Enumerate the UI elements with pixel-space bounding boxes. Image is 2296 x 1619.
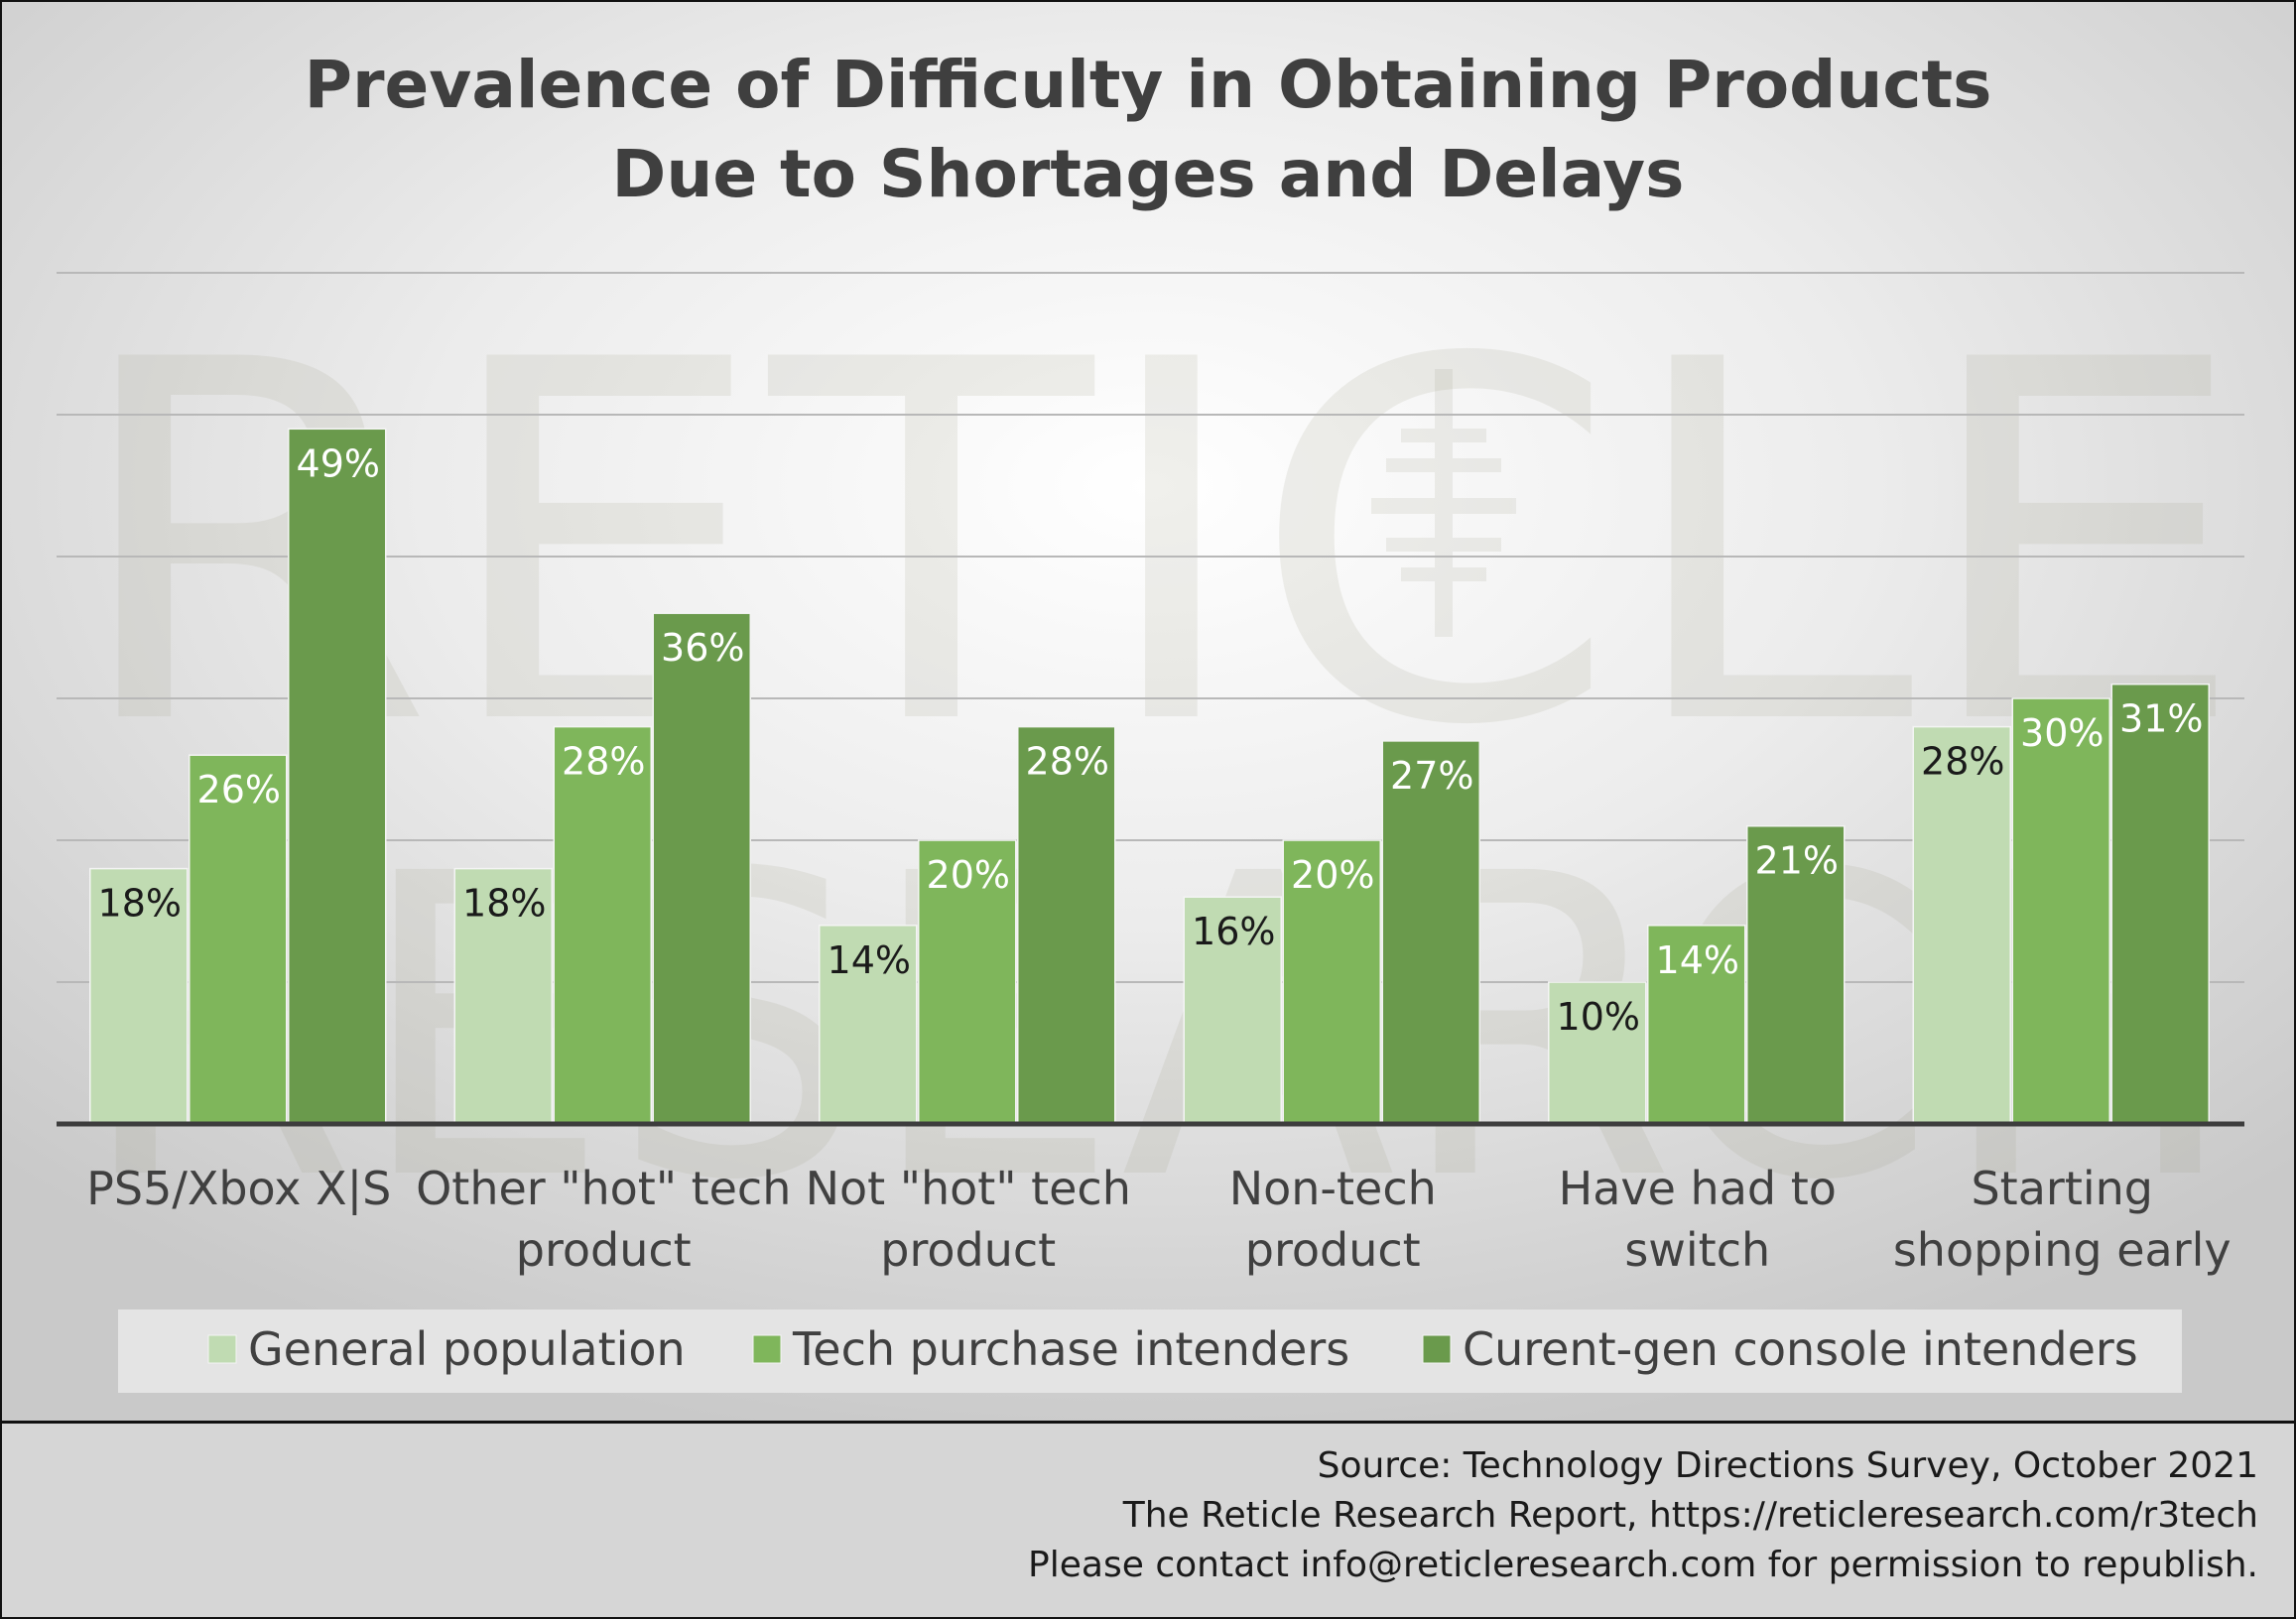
bar-3-3 bbox=[1017, 725, 1116, 1125]
data-label-3-3: 28% bbox=[1026, 740, 1109, 784]
data-label-3-1: 49% bbox=[297, 441, 380, 485]
category-label-6-1: Starting bbox=[1971, 1162, 2153, 1215]
data-label-1-1: 18% bbox=[98, 882, 182, 926]
data-label-2-1: 26% bbox=[197, 768, 281, 811]
watermark-line1: RETICLE bbox=[66, 256, 2249, 833]
bar-1-2 bbox=[453, 867, 553, 1125]
footer-report: The Reticle Research Report, https://ret… bbox=[1122, 1495, 2258, 1536]
bar-3-5 bbox=[1746, 824, 1846, 1125]
bar-2-6 bbox=[2011, 697, 2110, 1125]
category-label-2-1: Other "hot" tech bbox=[416, 1162, 791, 1215]
bar-chart: RETICLE RESEARCH Prevalence of Difficult… bbox=[57, 47, 2249, 1393]
footer-permission: Please contact info@reticleresearch.com … bbox=[1028, 1545, 2258, 1585]
data-labels: 18% 26% 49% 18% 28% 36% 14% 20% 28% 16% 20% 27% 10% 1… bbox=[98, 441, 2204, 1039]
legend-label-2: Tech purchase intenders bbox=[792, 1322, 1349, 1376]
data-label-2-3: 20% bbox=[927, 853, 1010, 897]
bar-3-1 bbox=[288, 428, 387, 1125]
legend-background bbox=[118, 1309, 2182, 1393]
data-label-3-6: 31% bbox=[2119, 697, 2203, 741]
data-label-2-4: 20% bbox=[1291, 853, 1374, 897]
category-labels: PS5/Xbox X|S Other "hot" tech product Not "… bbox=[86, 1162, 2232, 1277]
data-label-1-6: 28% bbox=[1921, 740, 2004, 784]
watermark-logo: RETICLE RESEARCH bbox=[66, 256, 2249, 1272]
category-label-2-2: product bbox=[516, 1223, 692, 1277]
category-label-3-1: Not "hot" tech bbox=[806, 1162, 1131, 1215]
category-label-5-2: switch bbox=[1624, 1223, 1770, 1277]
chart-title-line1: Prevalence of Difficulty in Obtaining Pr… bbox=[305, 47, 1992, 123]
data-label-1-5: 10% bbox=[1557, 995, 1640, 1039]
legend: General population Tech purchase intender… bbox=[118, 1309, 2182, 1393]
watermark-line2: RESEARCH bbox=[76, 787, 2239, 1272]
category-label-4-2: product bbox=[1245, 1223, 1421, 1277]
bar-2-5 bbox=[1647, 925, 1746, 1125]
data-label-2-2: 28% bbox=[562, 740, 645, 784]
data-label-1-2: 18% bbox=[462, 882, 546, 926]
crosshair-mark bbox=[1371, 369, 1516, 637]
legend-label-1: General population bbox=[248, 1322, 686, 1376]
data-label-2-6: 30% bbox=[2020, 711, 2104, 755]
data-label-2-5: 14% bbox=[1656, 938, 1739, 982]
data-label-3-4: 27% bbox=[1390, 754, 1473, 798]
legend-swatch-1 bbox=[207, 1334, 237, 1364]
bar-2-3 bbox=[918, 839, 1017, 1125]
bars bbox=[89, 428, 2210, 1125]
bar-2-4 bbox=[1282, 839, 1381, 1125]
footer: Source: Technology Directions Survey, Oc… bbox=[2, 1421, 2294, 1617]
legend-swatch-3 bbox=[1422, 1334, 1452, 1364]
bar-2-2 bbox=[553, 725, 652, 1125]
bar-1-3 bbox=[819, 925, 918, 1125]
bar-3-2 bbox=[652, 612, 751, 1125]
category-label-4-1: Non-tech bbox=[1229, 1162, 1437, 1215]
data-label-3-5: 21% bbox=[1755, 839, 1839, 883]
chart-title-line2: Due to Shortages and Delays bbox=[612, 136, 1685, 212]
data-label-1-3: 14% bbox=[828, 938, 911, 982]
category-label-1-1: PS5/Xbox X|S bbox=[86, 1162, 391, 1216]
bar-3-6 bbox=[2110, 683, 2210, 1125]
bar-1-5 bbox=[1548, 981, 1647, 1125]
legend-label-3: Curent-gen console intenders bbox=[1463, 1322, 2138, 1376]
bar-1-6 bbox=[1912, 725, 2011, 1125]
category-label-6-2: shopping early bbox=[1893, 1223, 2232, 1277]
data-label-1-4: 16% bbox=[1192, 910, 1275, 953]
gridlines bbox=[57, 272, 2244, 983]
bar-3-4 bbox=[1381, 740, 1480, 1125]
footer-source: Source: Technology Directions Survey, Oc… bbox=[1317, 1445, 2258, 1486]
category-label-3-2: product bbox=[880, 1223, 1056, 1277]
chart-title: Prevalence of Difficulty in Obtaining Pr… bbox=[305, 47, 1992, 212]
legend-swatch-2 bbox=[752, 1334, 782, 1364]
category-label-5-1: Have had to bbox=[1559, 1162, 1837, 1215]
bar-1-4 bbox=[1183, 896, 1282, 1125]
data-label-3-2: 36% bbox=[661, 626, 744, 670]
